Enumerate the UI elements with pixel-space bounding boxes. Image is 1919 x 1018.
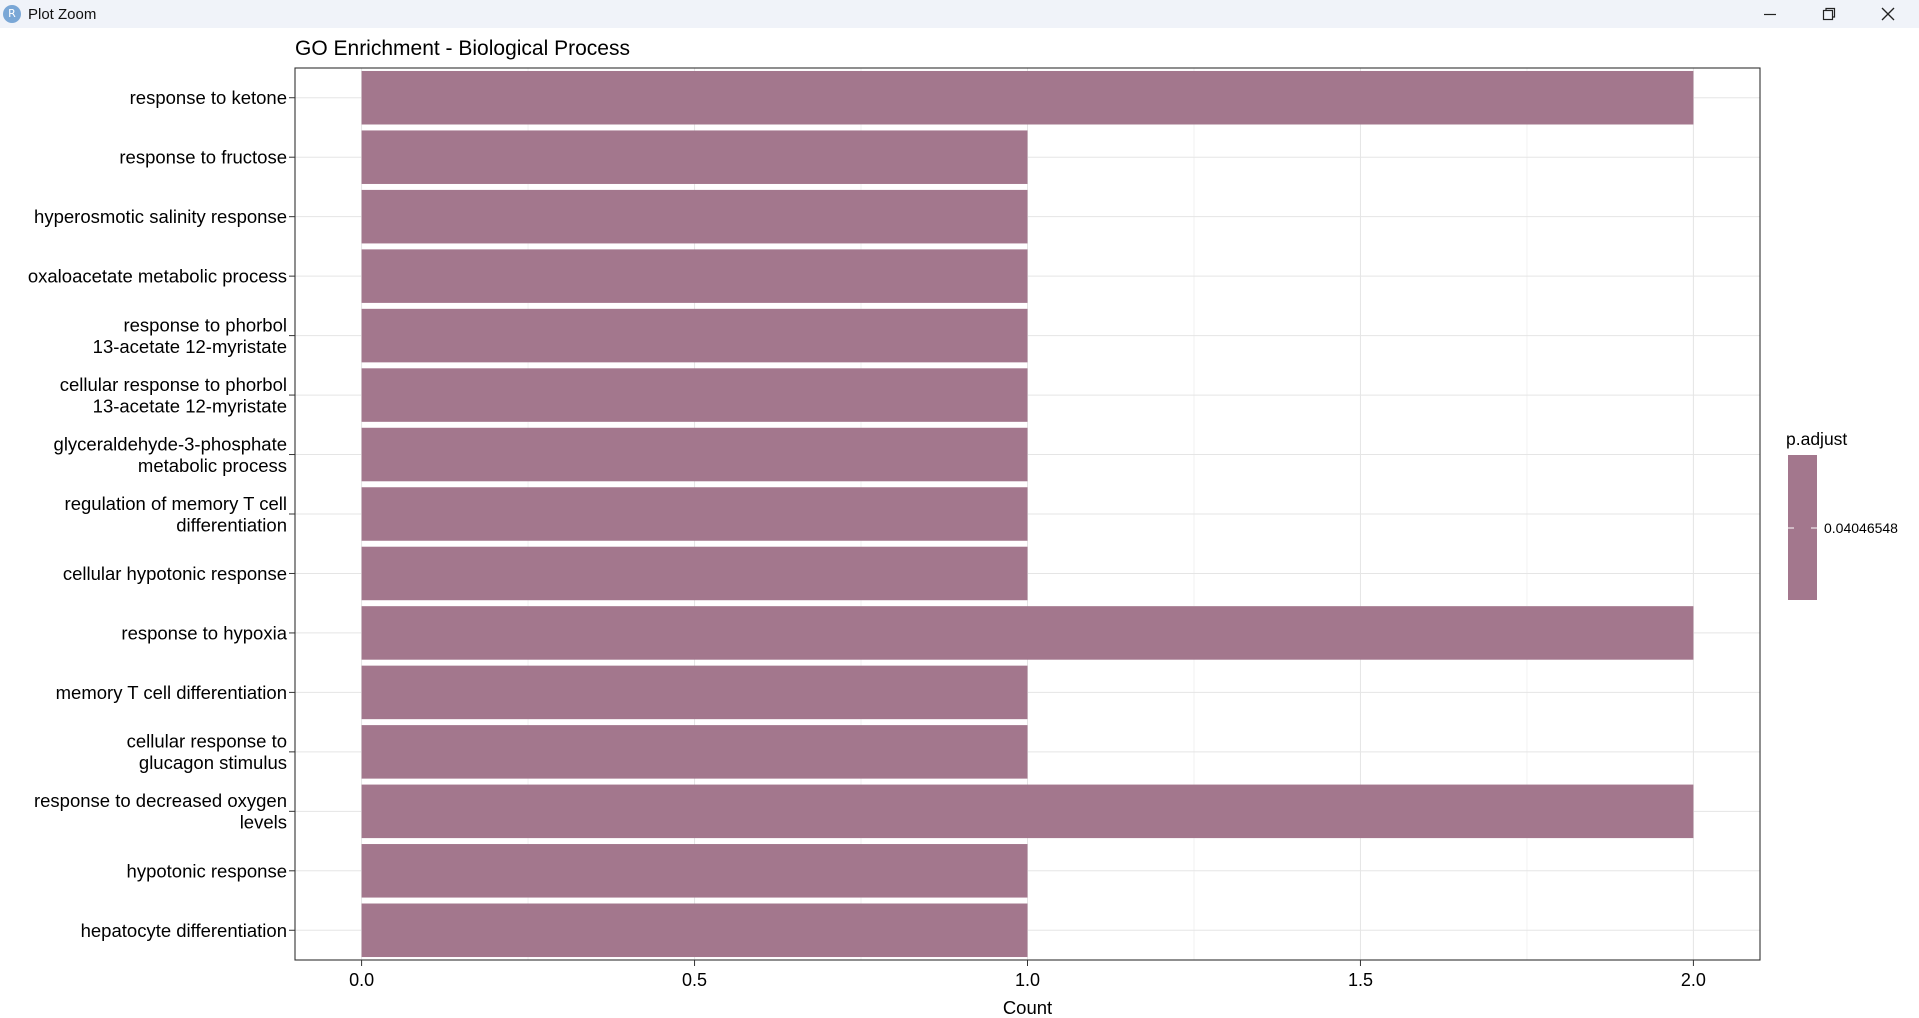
y-tick-label: glyceraldehyde-3-phosphate metabolic proc… <box>54 433 287 476</box>
go-enrichment-chart: GO Enrichment - Biological Process respo… <box>28 37 1898 1018</box>
y-tick-label: response to phorbol 13-acetate 12-myrista… <box>93 314 287 357</box>
r-icon: R <box>3 5 21 23</box>
x-axis: 0.0 0.5 1.0 1.5 2.0 <box>349 960 1706 990</box>
y-tick-label: response to hypoxia <box>121 622 287 643</box>
legend-label: 0.04046548 <box>1824 520 1898 536</box>
bars <box>361 70 1694 958</box>
x-tick-label: 0.0 <box>349 970 374 990</box>
bar <box>361 427 1028 482</box>
minimize-button[interactable] <box>1741 0 1799 28</box>
y-tick-label: regulation of memory T cell differentiati… <box>65 493 287 536</box>
bar <box>361 189 1028 244</box>
bar <box>361 903 1028 958</box>
bar <box>361 725 1028 779</box>
x-tick-label: 0.5 <box>682 970 707 990</box>
restore-button[interactable] <box>1800 0 1858 28</box>
x-tick-label: 1.0 <box>1015 970 1040 990</box>
bar <box>361 844 1028 898</box>
bar <box>361 249 1028 303</box>
bar <box>361 308 1028 363</box>
x-tick-label: 2.0 <box>1681 970 1706 990</box>
bar <box>361 130 1028 184</box>
close-button[interactable] <box>1859 0 1917 28</box>
y-tick-label: cellular response to phorbol 13-acetate 1… <box>60 374 287 417</box>
close-icon <box>1881 7 1895 21</box>
y-tick-label: response to decreased oxygen levels <box>34 790 287 833</box>
window-titlebar: R Plot Zoom <box>0 0 1919 28</box>
y-tick-label: hyperosmotic salinity response <box>34 206 287 227</box>
y-tick-label: hepatocyte differentiation <box>81 920 287 941</box>
chart-title: GO Enrichment - Biological Process <box>295 37 630 60</box>
window-title: Plot Zoom <box>28 6 97 23</box>
bar <box>361 606 1694 660</box>
x-tick-label: 1.5 <box>1348 970 1373 990</box>
bar <box>361 487 1028 541</box>
y-tick-label: memory T cell differentiation <box>56 682 287 703</box>
bar <box>361 368 1028 422</box>
bar <box>361 70 1694 125</box>
y-axis-labels: response to ketone response to fructose hy… <box>28 87 295 941</box>
plot-area: GO Enrichment - Biological Process respo… <box>0 28 1919 1018</box>
minimize-icon <box>1764 13 1776 16</box>
legend: p.adjust 0.04046548 <box>1786 429 1898 600</box>
y-tick-label: oxaloacetate metabolic process <box>28 266 287 287</box>
y-tick-label: response to ketone <box>130 87 287 108</box>
x-axis-title: Count <box>1003 997 1052 1018</box>
legend-title: p.adjust <box>1786 429 1847 449</box>
y-tick-label: hypotonic response <box>127 860 287 881</box>
bar <box>361 546 1028 601</box>
bar <box>361 665 1028 720</box>
y-tick-label: cellular hypotonic response <box>63 563 287 584</box>
y-tick-label: cellular response to glucagon stimulus <box>127 731 287 774</box>
bar <box>361 784 1694 839</box>
y-tick-label: response to fructose <box>119 147 287 168</box>
restore-icon <box>1822 7 1836 21</box>
